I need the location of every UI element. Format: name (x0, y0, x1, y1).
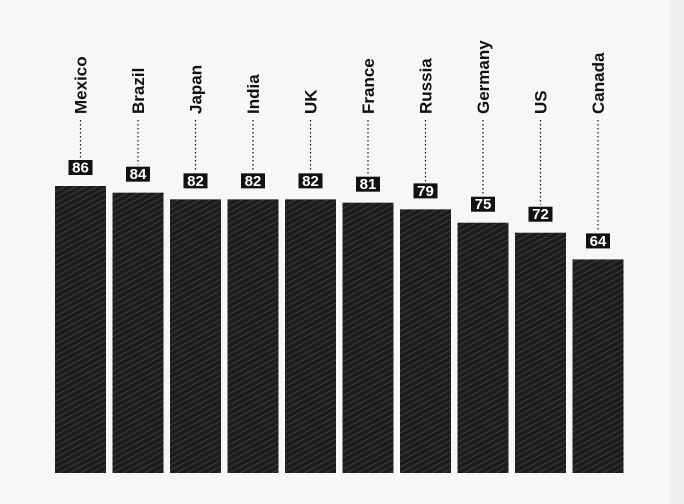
value-label-brazil: 84 (130, 166, 147, 183)
value-label-india: 82 (245, 173, 262, 190)
value-label-us: 72 (532, 206, 549, 223)
category-label-us: US (532, 90, 551, 114)
category-label-mexico: Mexico (72, 56, 91, 114)
category-label-japan: Japan (187, 65, 206, 114)
category-label-russia: Russia (417, 58, 436, 114)
value-label-mexico: 86 (72, 160, 89, 177)
value-labels-group: 86 84 82 82 82 81 79 75 72 64 (68, 160, 610, 250)
category-label-india: India (244, 74, 263, 114)
value-label-uk: 82 (302, 173, 319, 190)
value-label-box-france (356, 176, 380, 192)
category-label-france: France (359, 58, 378, 114)
bars-group (55, 186, 624, 474)
value-label-russia: 79 (417, 183, 434, 200)
category-label-uk: UK (302, 89, 321, 114)
bar-germany (457, 222, 509, 473)
value-label-box-india (241, 173, 265, 189)
value-label-box-canada (586, 233, 610, 249)
bar-uk (285, 199, 336, 474)
value-label-box-germany (471, 196, 495, 212)
bar-india (227, 199, 279, 474)
value-label-canada: 64 (590, 233, 607, 250)
bar-mexico (55, 186, 106, 473)
bar-russia (400, 209, 451, 473)
bar-japan (170, 199, 221, 474)
bar-brazil (112, 192, 164, 473)
value-label-germany: 75 (475, 196, 492, 213)
connector-lines-group (79, 120, 599, 232)
value-label-box-russia (413, 183, 438, 199)
value-label-box-japan (183, 173, 208, 189)
bar-france (342, 202, 394, 474)
value-label-box-mexico (68, 160, 93, 175)
value-label-box-brazil (126, 166, 150, 182)
category-label-canada: Canada (589, 52, 608, 114)
bar-canada (572, 259, 624, 473)
value-label-box-uk (298, 173, 323, 189)
category-label-germany: Germany (474, 40, 493, 114)
bar-us (515, 232, 566, 473)
value-label-box-us (528, 206, 553, 222)
category-label-brazil: Brazil (129, 68, 148, 114)
value-label-japan: 82 (187, 173, 204, 190)
category-labels-group: Mexico Brazil Japan India UK France Russia Germ… (72, 40, 609, 114)
value-label-france: 81 (360, 176, 377, 193)
